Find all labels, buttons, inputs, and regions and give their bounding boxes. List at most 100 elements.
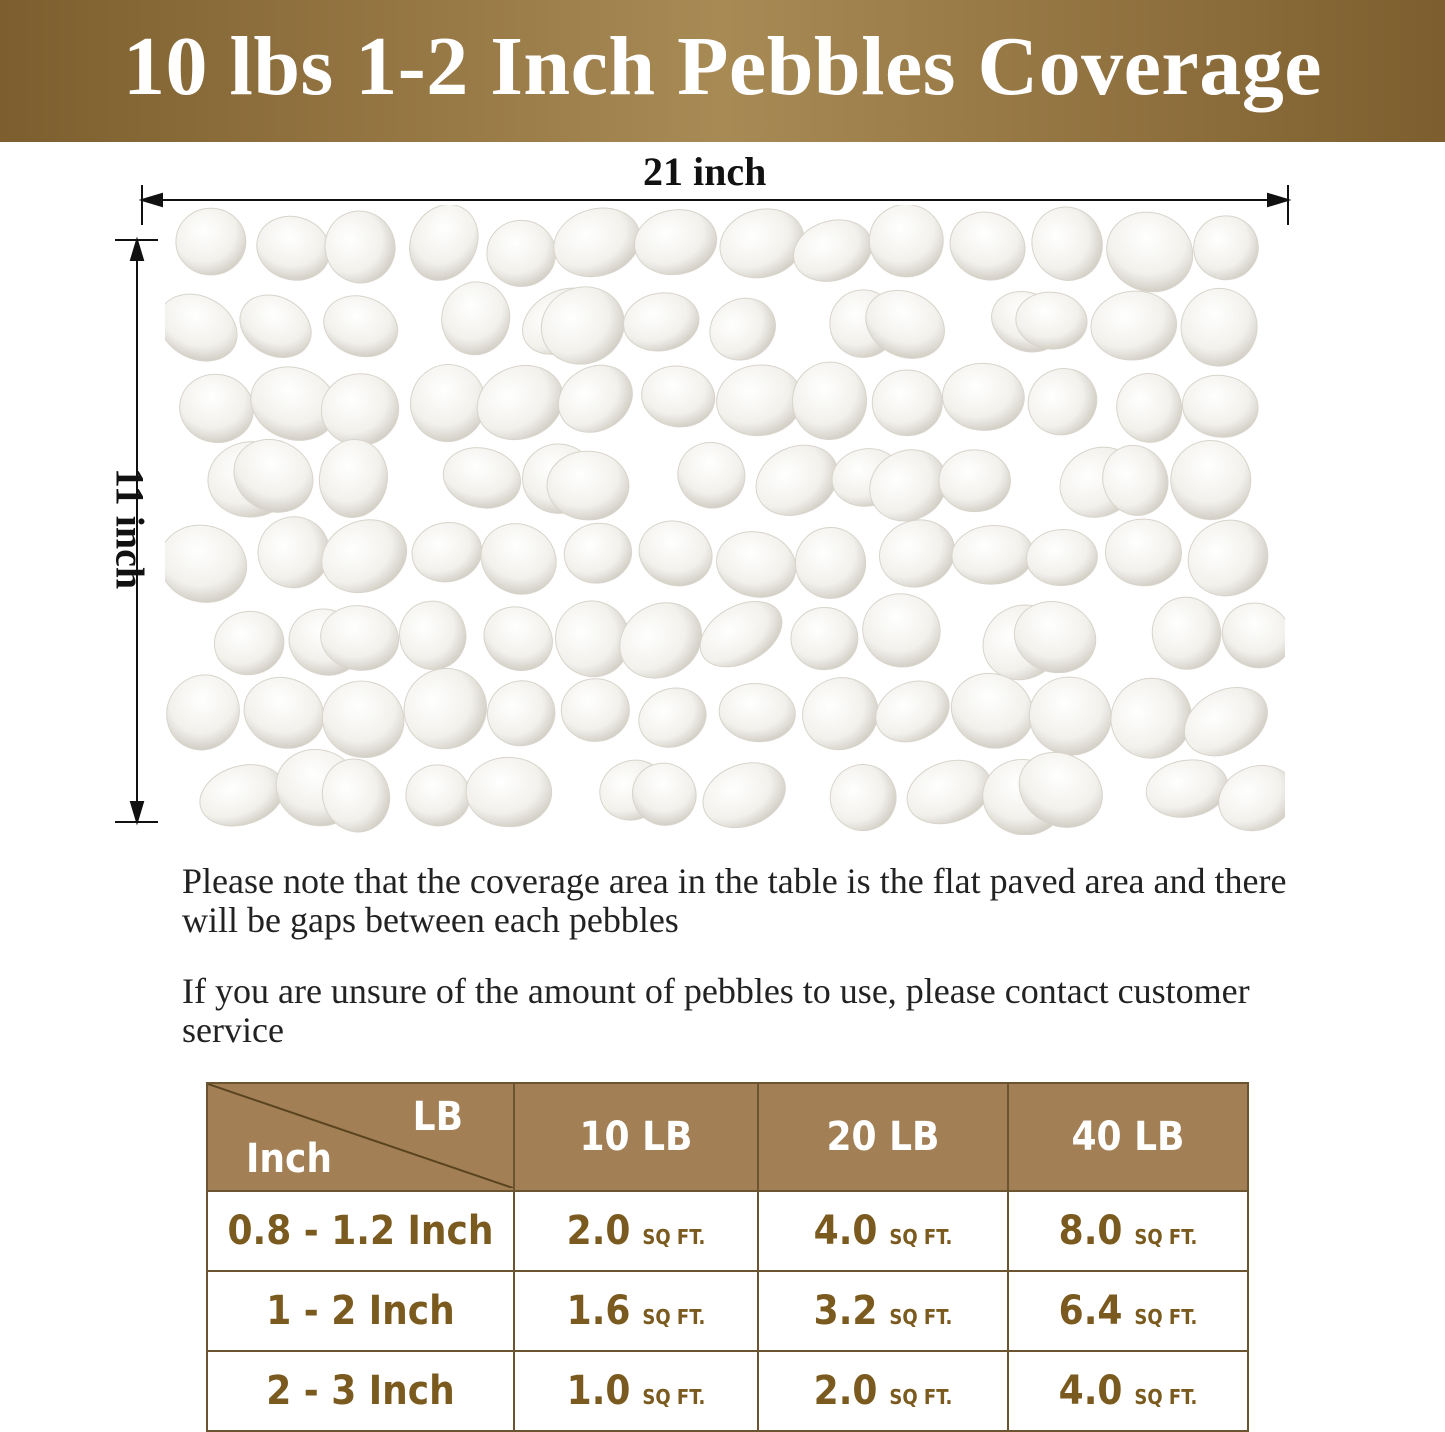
pebble [486,219,556,287]
pebble [480,523,557,595]
pebble [793,219,873,282]
pebble [1090,290,1178,361]
pebble [879,519,956,588]
pebble [405,764,471,827]
pebble [399,600,467,670]
pebble [699,601,783,668]
page-title: 10 lbs 1-2 Inch Pebbles Coverage [123,20,1322,113]
pebble [546,450,630,521]
pebble [938,449,1011,513]
pebble [829,764,897,832]
value-cell: 4.0 SQ FT. [757,1190,1009,1272]
pebble [1027,368,1098,436]
value-cell: 2.0 SQ FT. [757,1350,1009,1432]
pebble [1181,374,1259,438]
pebble [257,516,330,589]
pebble [951,525,1034,585]
value-cell: 8.0 SQ FT. [1007,1190,1249,1272]
pebble [1218,765,1285,832]
column-header: 10 LB [513,1082,759,1192]
pebbles-image [165,205,1285,835]
value-cell: 4.0 SQ FT. [1007,1350,1249,1432]
pebble [243,676,325,749]
pebble [403,667,488,750]
pebble [1183,687,1268,757]
corner-lb-label: LB [412,1094,463,1140]
pebble [1193,215,1259,281]
pebble [465,756,553,828]
table-row: 2 - 3 Inch 1.0 SQ FT. 2.0 SQ FT. 4.0 SQ FT. [206,1350,1249,1432]
pebble [942,362,1025,431]
dimension-arrows [115,185,1292,826]
pebble [166,674,240,751]
pebble [862,593,941,668]
column-header: 20 LB [757,1082,1009,1192]
pebble [557,364,633,433]
pebble [1187,519,1269,597]
pebble [868,205,944,278]
pebble [323,295,399,358]
pebble [1015,291,1088,350]
pebble [794,527,867,599]
pebble [1102,445,1169,516]
pebble [702,762,786,829]
pebble [638,520,713,587]
pebble [716,364,803,437]
table-header-row: LB Inch 10 LB 20 LB 40 LB [206,1082,1249,1192]
pebble [1031,206,1103,281]
pebble [1145,759,1229,818]
pebble [409,205,479,281]
pebble [632,762,697,826]
pebble [1110,677,1193,759]
pebble [483,606,553,671]
pebble [553,207,641,278]
pebble [441,281,511,356]
pebble [320,605,400,671]
pebble [716,531,797,598]
pebble [324,210,396,284]
pebble [790,607,859,671]
pebble [1013,601,1097,674]
pebble [875,680,950,743]
pebble [199,764,285,827]
pebble [1180,287,1258,367]
pebble [321,519,408,593]
pebble [540,286,625,365]
value-cell: 3.2 SQ FT. [757,1270,1009,1352]
pebble [179,373,254,444]
pebble [321,680,405,759]
pebble [755,444,839,516]
pebble [555,600,631,678]
pebble [638,687,707,748]
pebble [411,522,483,583]
pebble [318,439,388,518]
pebble [321,758,391,833]
pebble [233,439,314,513]
table-row: 1 - 2 Inch 1.6 SQ FT. 3.2 SQ FT. 6.4 SQ FT. [206,1270,1249,1352]
corner-header: LB Inch [206,1082,515,1192]
corner-inch-label: Inch [246,1136,332,1182]
note-contact: If you are unsure of the amount of pebbl… [182,971,1250,1050]
pebble [486,680,556,747]
pebble [256,215,331,281]
pebble [320,373,400,446]
value-cell: 6.4 SQ FT. [1007,1270,1249,1352]
pebble [560,678,630,742]
note-coverage: Please note that the coverage area in th… [182,861,1287,940]
height-label: 11 inch [107,467,153,590]
pebble [949,211,1026,281]
pebble [165,524,248,603]
pebble [802,677,879,751]
pebble [175,207,247,276]
pebble [1116,373,1183,443]
pebble [476,365,564,441]
table-row: 0.8 - 1.2 Inch 2.0 SQ FT. 4.0 SQ FT. 8.0 SQ… [206,1190,1249,1272]
pebble [619,602,703,679]
pebble [718,683,796,743]
pebble [165,293,238,362]
pebble [641,365,716,428]
coverage-table: LB Inch 10 LB 20 LB 40 LB 0.8 - 1.2 Inch… [206,1082,1249,1432]
pebble [239,294,312,358]
pebble [623,292,700,352]
pebble [871,369,943,437]
